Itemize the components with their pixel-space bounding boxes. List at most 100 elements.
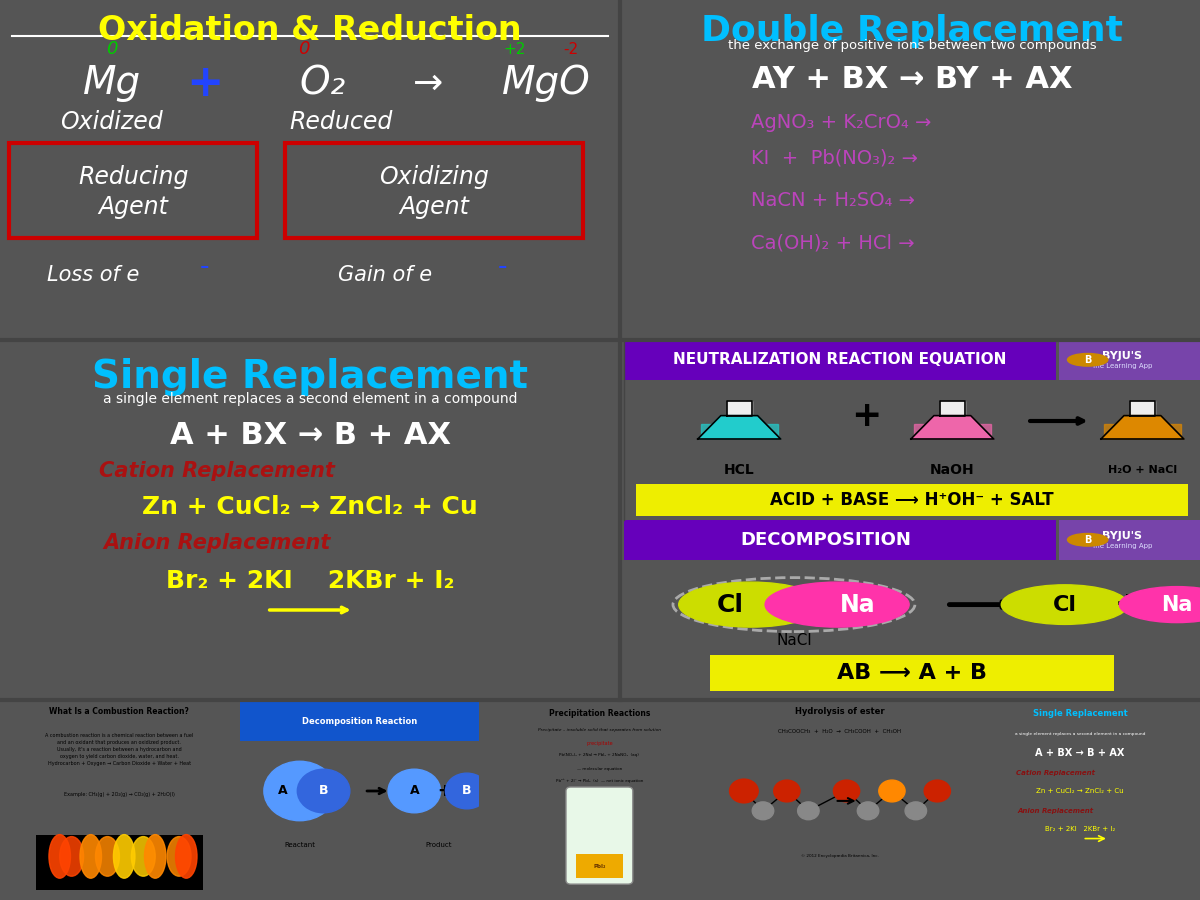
Circle shape	[679, 582, 823, 627]
Circle shape	[388, 770, 440, 813]
Ellipse shape	[175, 834, 197, 878]
Circle shape	[834, 780, 859, 802]
Text: The Learning App: The Learning App	[1092, 543, 1153, 549]
Text: Single Replacement: Single Replacement	[92, 358, 528, 396]
Text: Na: Na	[840, 592, 875, 617]
Text: KI  +  Pb(NO₃)₂ →: KI + Pb(NO₃)₂ →	[751, 148, 918, 167]
Text: Pb(NO₃)₂ + 2NaI → PbI₂ + 2NaNO₃  (aq): Pb(NO₃)₂ + 2NaI → PbI₂ + 2NaNO₃ (aq)	[559, 753, 640, 757]
Text: A + BX → B + AX: A + BX → B + AX	[1036, 748, 1124, 759]
Text: Na: Na	[1162, 595, 1193, 615]
FancyBboxPatch shape	[1058, 340, 1200, 380]
Text: NaCl: NaCl	[776, 633, 811, 648]
FancyBboxPatch shape	[624, 340, 1056, 380]
Text: Reactant: Reactant	[284, 842, 316, 848]
Text: Precipitate – insoluble solid that separates from solution: Precipitate – insoluble solid that separ…	[538, 727, 661, 732]
Text: B: B	[462, 785, 472, 797]
Circle shape	[1068, 534, 1108, 546]
Text: NaOH: NaOH	[930, 463, 974, 477]
Text: Ca(OH)₂ + HCl →: Ca(OH)₂ + HCl →	[751, 234, 914, 253]
Text: Single Replacement: Single Replacement	[1033, 709, 1127, 718]
Text: Double Replacement: Double Replacement	[701, 14, 1123, 48]
Text: What Is a Combustion Reaction?: What Is a Combustion Reaction?	[49, 707, 190, 716]
Text: Reducing
Agent: Reducing Agent	[78, 166, 188, 219]
Text: Loss of e: Loss of e	[47, 266, 139, 285]
Text: BYJU'S: BYJU'S	[1103, 351, 1142, 361]
Text: Br₂ + 2KI   2KBr + I₂: Br₂ + 2KI 2KBr + I₂	[1045, 825, 1115, 832]
Text: Cl: Cl	[718, 592, 744, 617]
Text: B: B	[1084, 535, 1091, 544]
Text: PbI₂: PbI₂	[593, 864, 606, 868]
Circle shape	[924, 780, 950, 802]
Text: Oxidation & Reduction: Oxidation & Reduction	[98, 14, 522, 47]
Circle shape	[1120, 587, 1200, 623]
Polygon shape	[1129, 401, 1156, 416]
Text: B: B	[1084, 355, 1091, 365]
Ellipse shape	[80, 834, 102, 878]
FancyBboxPatch shape	[710, 655, 1114, 691]
Text: MgO: MgO	[502, 64, 590, 103]
Circle shape	[1001, 585, 1128, 625]
Text: +: +	[437, 782, 451, 800]
Text: Oxidized: Oxidized	[60, 111, 163, 134]
Ellipse shape	[60, 837, 84, 877]
Text: Anion Replacement: Anion Replacement	[1018, 808, 1094, 814]
Text: →: →	[413, 67, 443, 100]
Circle shape	[766, 582, 910, 627]
Circle shape	[264, 761, 336, 821]
Text: -: -	[498, 254, 508, 280]
FancyBboxPatch shape	[576, 854, 623, 878]
Text: A: A	[409, 785, 419, 797]
Text: 0: 0	[299, 40, 310, 58]
Text: 0: 0	[106, 40, 118, 58]
Text: HCL: HCL	[724, 463, 755, 477]
Ellipse shape	[49, 834, 71, 878]
Polygon shape	[697, 416, 781, 439]
Text: © 2012 Encyclopædia Britannica, Inc.: © 2012 Encyclopædia Britannica, Inc.	[800, 854, 878, 859]
Circle shape	[1068, 354, 1108, 366]
Text: H₂O + NaCl: H₂O + NaCl	[1108, 464, 1177, 474]
Text: +: +	[1115, 590, 1141, 619]
Text: Cation Replacement: Cation Replacement	[100, 462, 335, 482]
Circle shape	[774, 780, 800, 802]
Ellipse shape	[131, 837, 155, 877]
Polygon shape	[913, 424, 991, 438]
FancyBboxPatch shape	[1058, 520, 1200, 560]
Ellipse shape	[167, 837, 191, 877]
Circle shape	[878, 780, 905, 802]
Text: the exchange of positive ions between two compounds: the exchange of positive ions between tw…	[727, 40, 1097, 52]
Text: Zn + CuCl₂ → ZnCl₂ + Cu: Zn + CuCl₂ → ZnCl₂ + Cu	[1036, 788, 1124, 794]
Circle shape	[905, 802, 926, 820]
Text: AgNO₃ + K₂CrO₄ →: AgNO₃ + K₂CrO₄ →	[751, 112, 931, 132]
Circle shape	[730, 779, 758, 803]
Polygon shape	[911, 416, 994, 439]
Text: -: -	[200, 254, 210, 280]
Text: Pb²⁺ + 2I⁻ → PbI₂  (s)  — net ionic equation: Pb²⁺ + 2I⁻ → PbI₂ (s) — net ionic equati…	[556, 778, 643, 783]
Text: A combustion reaction is a chemical reaction between a fuel
and an oxidant that : A combustion reaction is a chemical reac…	[46, 733, 193, 766]
FancyBboxPatch shape	[636, 484, 1188, 517]
Text: ACID + BASE ⟶ H⁺OH⁻ + SALT: ACID + BASE ⟶ H⁺OH⁻ + SALT	[770, 491, 1054, 509]
Circle shape	[857, 802, 878, 820]
Text: AB ⟶ A + B: AB ⟶ A + B	[838, 663, 986, 683]
Text: -2: -2	[563, 41, 578, 57]
Text: Product: Product	[425, 842, 451, 848]
Text: +: +	[851, 399, 881, 433]
Text: Decomposition Reaction: Decomposition Reaction	[301, 717, 418, 726]
Text: BYJU'S: BYJU'S	[1103, 531, 1142, 541]
Polygon shape	[1100, 416, 1184, 439]
Text: Precipitation Reactions: Precipitation Reactions	[548, 709, 650, 718]
Text: B: B	[319, 785, 329, 797]
Polygon shape	[940, 401, 965, 416]
Circle shape	[798, 802, 820, 820]
FancyBboxPatch shape	[566, 787, 632, 884]
Text: Reduced: Reduced	[289, 111, 392, 134]
Text: — molecular equation: — molecular equation	[577, 767, 622, 771]
Text: DECOMPOSITION: DECOMPOSITION	[740, 531, 911, 549]
Text: Gain of e: Gain of e	[337, 266, 432, 285]
FancyBboxPatch shape	[36, 834, 203, 890]
Polygon shape	[701, 424, 778, 438]
FancyBboxPatch shape	[624, 520, 1056, 560]
Polygon shape	[726, 401, 752, 416]
Polygon shape	[1104, 424, 1181, 438]
Circle shape	[445, 773, 488, 809]
Text: Cl: Cl	[1052, 595, 1076, 615]
